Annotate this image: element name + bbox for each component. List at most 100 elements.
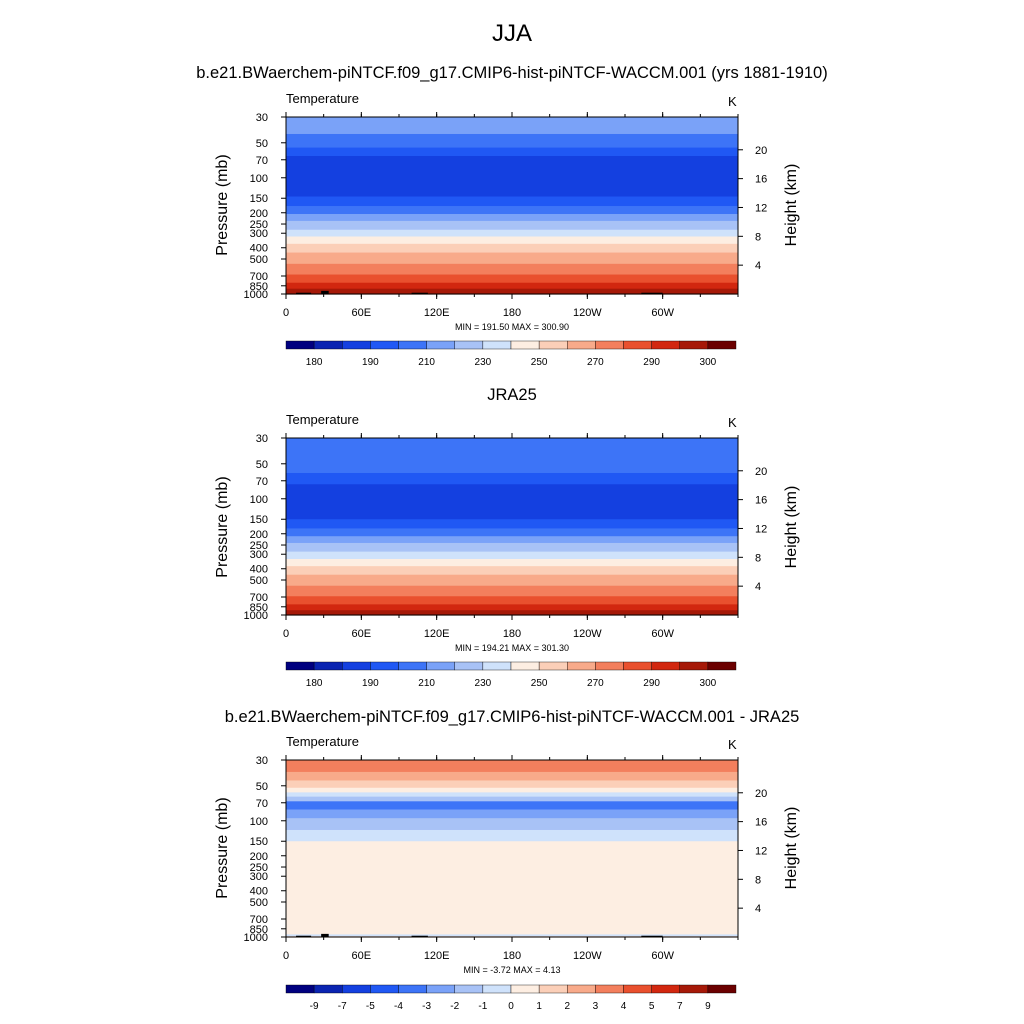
colorbar-box bbox=[538, 984, 568, 994]
unit-label-3: K bbox=[728, 737, 737, 752]
colorbar-box bbox=[595, 340, 624, 350]
colorbar-label: 300 bbox=[700, 678, 717, 689]
colorbar-box bbox=[707, 661, 737, 671]
y-tick-label: 150 bbox=[250, 514, 268, 526]
contour-band bbox=[286, 507, 738, 520]
colorbar-box bbox=[454, 661, 484, 671]
terrain-mask bbox=[641, 292, 663, 294]
y-tick-label: 50 bbox=[256, 781, 268, 793]
y2-tick-label: 16 bbox=[755, 495, 767, 507]
colorbar-label: -5 bbox=[366, 1001, 375, 1012]
contour-band bbox=[286, 472, 738, 485]
y2-tick-label: 20 bbox=[755, 145, 767, 157]
contour-band bbox=[286, 438, 738, 474]
colorbar-box bbox=[370, 661, 399, 671]
colorbar-box bbox=[482, 340, 512, 350]
contour-band bbox=[286, 596, 738, 605]
colorbar-box bbox=[482, 661, 512, 671]
y-tick-label: 100 bbox=[250, 173, 268, 185]
y2-tick-label: 12 bbox=[755, 202, 767, 214]
colorbar-label: 180 bbox=[306, 357, 323, 368]
variable-label-1: Temperature bbox=[286, 91, 359, 106]
y-tick-label: 500 bbox=[250, 575, 268, 587]
colorbar-box bbox=[370, 340, 399, 350]
y-tick-label: 70 bbox=[256, 798, 268, 810]
colorbar-label: 180 bbox=[306, 678, 323, 689]
colorbar-box bbox=[679, 984, 709, 994]
contour-band bbox=[286, 934, 738, 937]
contour-band bbox=[286, 780, 738, 789]
y2-tick-label: 4 bbox=[755, 903, 761, 915]
y-tick-label: 1000 bbox=[244, 610, 268, 622]
colorbar-box bbox=[679, 340, 709, 350]
colorbar-box bbox=[510, 661, 540, 671]
min-max-label-1: MIN = 191.50 MAX = 300.90 bbox=[454, 322, 570, 332]
y-tick-label: 70 bbox=[256, 476, 268, 488]
x-tick-label: 0 bbox=[283, 628, 289, 640]
colorbar-label: -4 bbox=[394, 1001, 403, 1012]
colorbar-label: 270 bbox=[587, 357, 604, 368]
x-tick-label: 120W bbox=[573, 950, 602, 962]
contour-band bbox=[286, 551, 738, 560]
colorbar-box bbox=[426, 661, 455, 671]
contour-band bbox=[286, 542, 738, 553]
terrain-mask bbox=[321, 290, 329, 294]
panel-title-model: b.e21.BWaerchem-piNTCF.f09_g17.CMIP6-his… bbox=[196, 64, 828, 82]
contour-band bbox=[286, 818, 738, 831]
contour-band bbox=[286, 243, 738, 254]
y2-tick-label: 16 bbox=[755, 817, 767, 829]
colorbar-box bbox=[482, 984, 512, 994]
y-tick-label: 300 bbox=[250, 549, 268, 561]
colorbar-label: 4 bbox=[621, 1001, 627, 1012]
y-tick-label: 1000 bbox=[244, 289, 268, 301]
y2-axis-title-2: Height (km) bbox=[783, 485, 800, 569]
colorbar-box bbox=[342, 340, 371, 350]
colorbar-box bbox=[454, 340, 484, 350]
terrain-mask bbox=[641, 935, 663, 937]
colorbar-label: 210 bbox=[418, 357, 435, 368]
contour-band bbox=[286, 147, 738, 157]
contour-band bbox=[286, 288, 738, 295]
y-tick-label: 30 bbox=[256, 755, 268, 767]
colorbar-box bbox=[679, 661, 709, 671]
contour-band bbox=[286, 801, 738, 811]
colorbar-label: -3 bbox=[422, 1001, 431, 1012]
contour-band bbox=[286, 186, 738, 198]
contour-band bbox=[286, 841, 738, 932]
colorbar-box bbox=[313, 984, 343, 994]
panel-title-obs: JRA25 bbox=[487, 386, 537, 404]
colorbar-box bbox=[370, 984, 399, 994]
colorbar-label: 250 bbox=[531, 678, 548, 689]
colorbar-label: 230 bbox=[475, 678, 492, 689]
contour-band bbox=[286, 282, 738, 290]
x-tick-label: 120E bbox=[424, 307, 450, 319]
x-tick-label: 120E bbox=[424, 628, 450, 640]
y-tick-label: 70 bbox=[256, 155, 268, 167]
colorbar-label: 210 bbox=[418, 678, 435, 689]
contour-band bbox=[286, 484, 738, 509]
contour-band bbox=[286, 566, 738, 576]
contour-band bbox=[286, 196, 738, 207]
y2-tick-label: 8 bbox=[755, 552, 761, 564]
contour-band bbox=[286, 760, 738, 773]
contour-band bbox=[286, 771, 738, 782]
contour-band bbox=[286, 214, 738, 222]
y-tick-label: 50 bbox=[256, 138, 268, 150]
x-tick-label: 120E bbox=[424, 950, 450, 962]
y2-tick-label: 20 bbox=[755, 788, 767, 800]
y-tick-label: 700 bbox=[250, 914, 268, 926]
y-tick-label: 100 bbox=[250, 816, 268, 828]
colorbar-box bbox=[707, 340, 737, 350]
contour-band bbox=[286, 930, 738, 936]
contour-band bbox=[286, 156, 738, 188]
x-tick-label: 180 bbox=[503, 307, 521, 319]
unit-label-2: K bbox=[728, 415, 737, 430]
colorbar-label: 1 bbox=[536, 1001, 542, 1012]
colorbar-box bbox=[285, 340, 315, 350]
colorbar-box bbox=[651, 661, 680, 671]
contour-band bbox=[286, 236, 738, 245]
contour-band bbox=[286, 133, 738, 149]
colorbar-label: 290 bbox=[643, 357, 660, 368]
colorbar-box bbox=[342, 661, 371, 671]
